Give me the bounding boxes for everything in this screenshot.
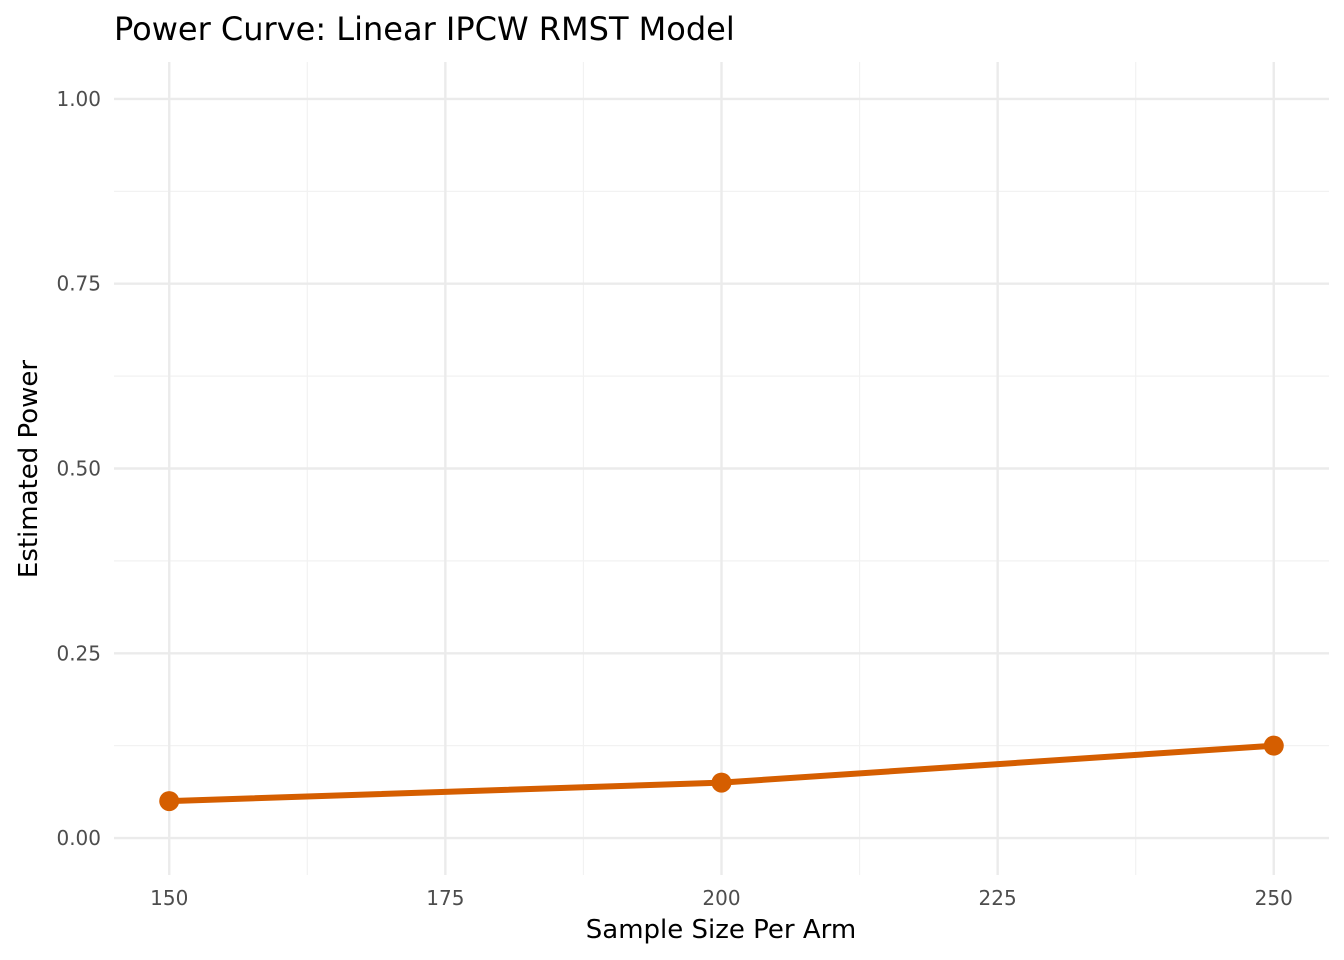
y-tick-label: 0.25 xyxy=(56,641,101,665)
y-tick-label: 0.75 xyxy=(56,272,101,296)
x-tick-label: 200 xyxy=(702,886,740,910)
y-axis-title: Estimated Power xyxy=(14,360,44,579)
y-tick-label: 0.00 xyxy=(56,826,101,850)
data-point xyxy=(159,791,180,812)
x-tick-labels: 150 175 200 225 250 xyxy=(150,886,1293,910)
y-tick-labels: 0.00 0.25 0.50 0.75 1.00 xyxy=(56,87,101,850)
series-layer xyxy=(159,735,1284,812)
data-point xyxy=(711,772,732,793)
chart-title: Power Curve: Linear IPCW RMST Model xyxy=(114,10,735,48)
x-tick-label: 225 xyxy=(979,886,1017,910)
x-tick-label: 175 xyxy=(426,886,464,910)
y-tick-label: 1.00 xyxy=(56,87,101,111)
x-tick-label: 150 xyxy=(150,886,188,910)
x-tick-label: 250 xyxy=(1255,886,1293,910)
data-point xyxy=(1263,735,1284,756)
x-axis-title: Sample Size Per Arm xyxy=(586,915,856,945)
y-tick-label: 0.50 xyxy=(56,457,101,481)
